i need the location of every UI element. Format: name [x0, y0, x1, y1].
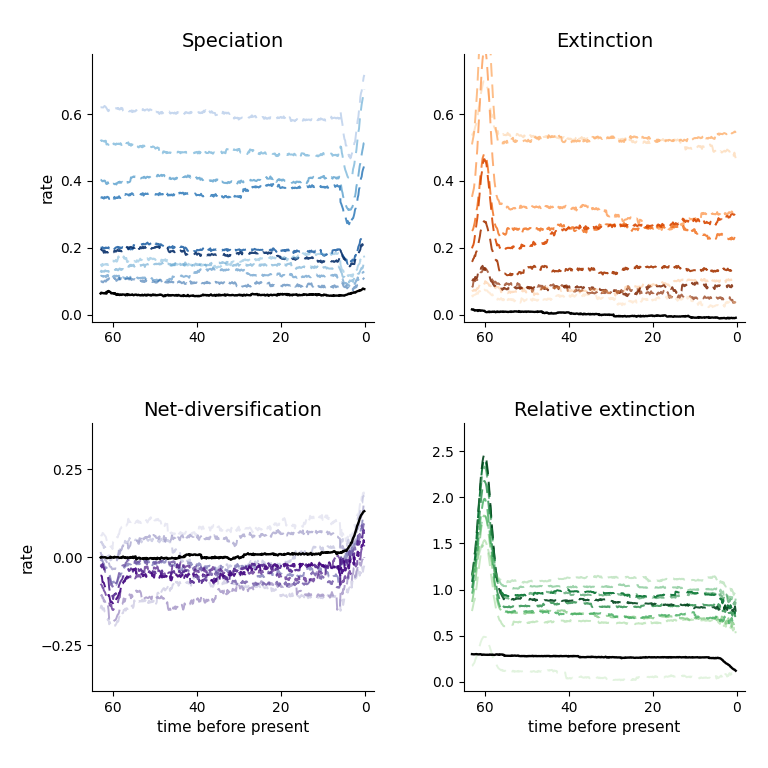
- Y-axis label: rate: rate: [40, 172, 55, 204]
- Title: Speciation: Speciation: [182, 31, 284, 51]
- Title: Net-diversification: Net-diversification: [144, 402, 323, 420]
- Y-axis label: rate: rate: [20, 541, 35, 573]
- Title: Relative extinction: Relative extinction: [514, 402, 695, 420]
- X-axis label: time before present: time before present: [528, 720, 680, 736]
- X-axis label: time before present: time before present: [157, 720, 309, 736]
- Title: Extinction: Extinction: [555, 31, 653, 51]
